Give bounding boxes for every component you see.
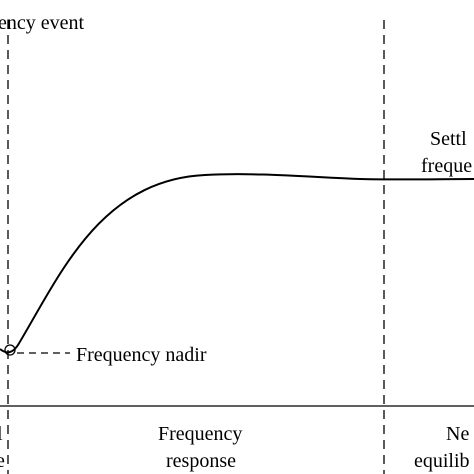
nadir-label: Frequency nadir bbox=[76, 344, 207, 366]
equilibrium-label-line2: equilib bbox=[414, 450, 470, 472]
equilibrium-label-line1: Ne bbox=[446, 423, 469, 445]
event-label: ency event bbox=[0, 12, 85, 34]
left-phase-label-line1: l bbox=[0, 423, 3, 445]
settling-label-line2: freque bbox=[421, 155, 472, 177]
response-label-line2: response bbox=[166, 450, 236, 472]
frequency-curve bbox=[0, 173, 474, 354]
settling-label-line1: Settl bbox=[430, 128, 467, 150]
response-label-line1: Frequency bbox=[158, 423, 242, 445]
nadir-marker bbox=[4, 344, 16, 356]
left-phase-label-line2: e bbox=[0, 450, 5, 472]
